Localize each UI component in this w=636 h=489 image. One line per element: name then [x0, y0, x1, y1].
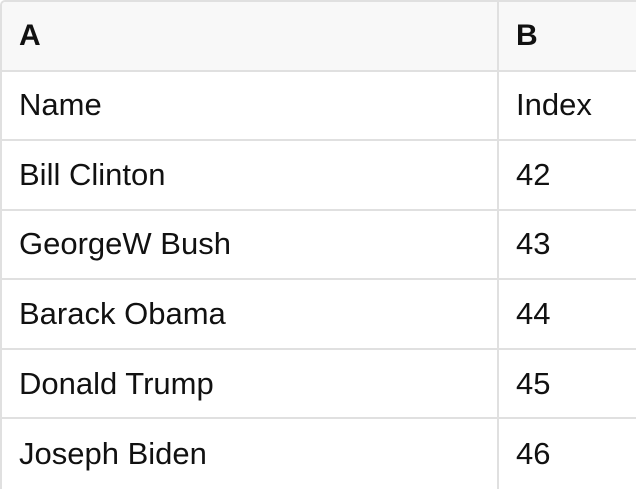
cell-text: Bill Clinton: [19, 156, 166, 192]
cell-index-44[interactable]: 44: [499, 280, 636, 348]
cell-index-45[interactable]: 45: [499, 349, 636, 418]
cell-text: 46: [516, 436, 551, 472]
column-header-a-label: A: [19, 18, 41, 52]
cell-text: Index: [516, 87, 592, 123]
cell-text: 45: [516, 365, 551, 401]
cell-text: Name: [19, 87, 102, 123]
cell-text: Barack Obama: [19, 296, 226, 332]
cell-text: 42: [516, 156, 551, 192]
cell-index-43[interactable]: 43: [499, 210, 636, 279]
cell-text: 43: [516, 226, 551, 262]
column-header-b[interactable]: B: [499, 2, 636, 70]
cell-name-joseph-biden[interactable]: Joseph Biden: [2, 419, 499, 489]
table-row: GeorgeW Bush 43: [2, 210, 636, 281]
cell-index-42[interactable]: 42: [499, 141, 636, 209]
cell-name-georgew-bush[interactable]: GeorgeW Bush: [2, 210, 499, 279]
column-header-a[interactable]: A: [2, 2, 499, 70]
cell-index-46[interactable]: 46: [499, 419, 636, 489]
table-header-row: A B: [2, 2, 636, 72]
cell-name-donald-trump[interactable]: Donald Trump: [2, 349, 499, 418]
cell-name-barack-obama[interactable]: Barack Obama: [2, 280, 499, 348]
cell-name-header[interactable]: Name: [2, 71, 499, 140]
cell-index-header[interactable]: Index: [499, 71, 636, 140]
table-row: Name Index: [2, 71, 636, 142]
table-row: Barack Obama 44: [2, 280, 636, 350]
cell-text: Joseph Biden: [19, 436, 207, 472]
cell-text: GeorgeW Bush: [19, 226, 231, 262]
cell-name-bill-clinton[interactable]: Bill Clinton: [2, 141, 499, 209]
table-row: Donald Trump 45: [2, 349, 636, 420]
cell-text: Donald Trump: [19, 365, 214, 401]
table-row: Joseph Biden 46: [2, 419, 636, 489]
table-row: Bill Clinton 42: [2, 141, 636, 211]
column-header-b-label: B: [516, 18, 538, 52]
cell-text: 44: [516, 296, 551, 332]
